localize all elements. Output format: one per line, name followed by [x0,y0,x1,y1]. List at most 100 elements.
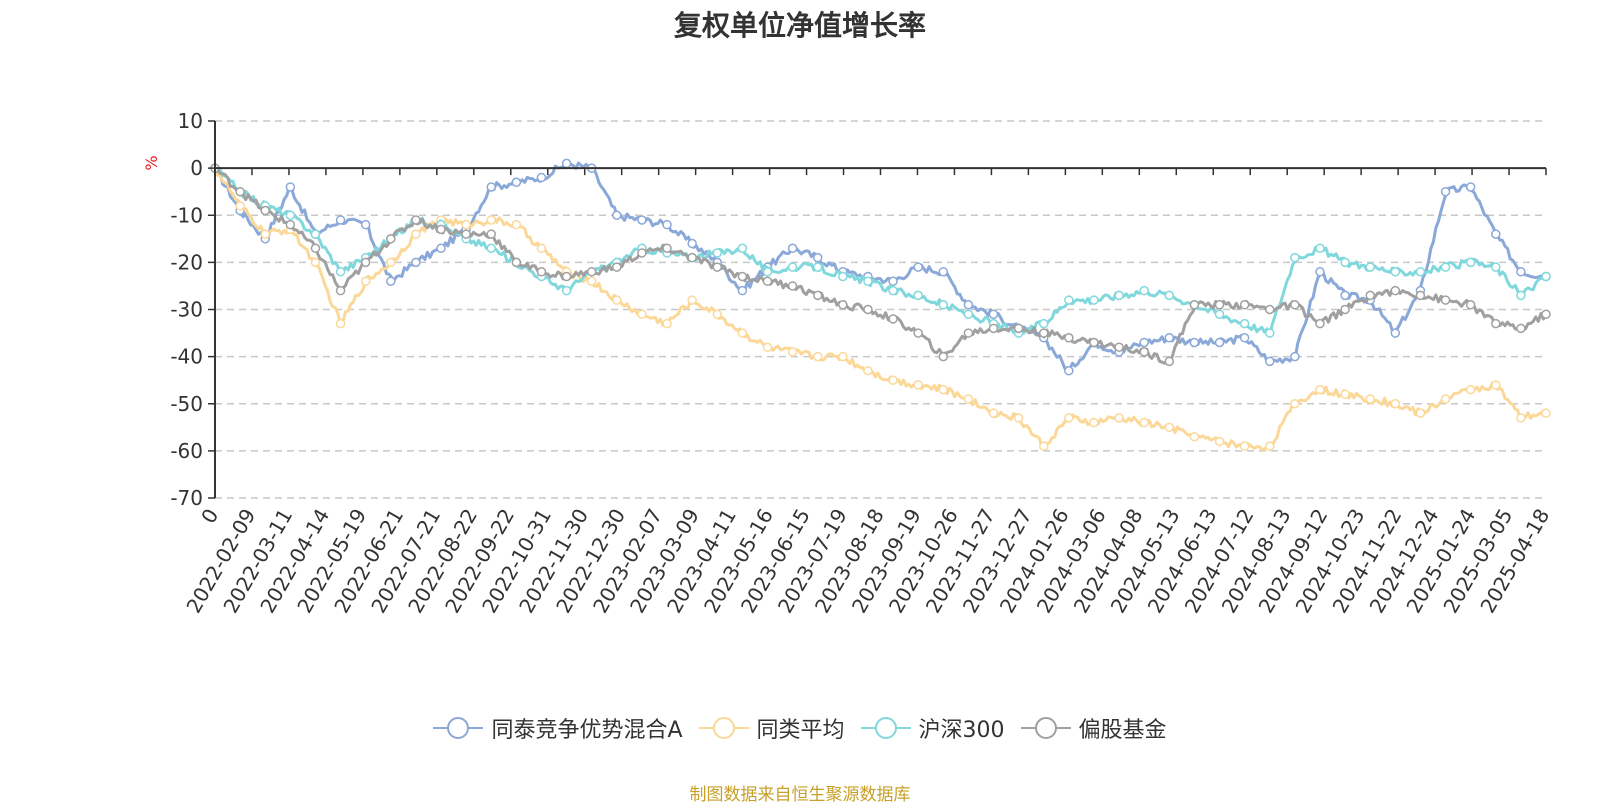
legend: 同泰竞争优势混合A 同类平均 沪深300 偏股基金 [0,712,1600,744]
series-3-point [888,285,898,296]
series-1-point [335,215,346,225]
series-1-point [386,276,396,286]
series-3-point [1541,271,1551,282]
series-1-point [511,177,522,188]
series-3-point [310,229,321,239]
series-1-point [1189,337,1200,348]
y-tick-label: 10 [178,109,203,133]
series-4-point [612,262,622,272]
series-4-point [235,186,245,197]
series-4-point [1089,337,1099,348]
series-1-point [1440,186,1451,197]
series-3-point [1365,262,1375,272]
series-2-point [1491,380,1501,390]
series-2-point [1189,431,1200,442]
series-4-point [486,229,496,239]
series-1-point [1390,328,1401,338]
legend-item-4[interactable]: 偏股基金 [1020,712,1167,744]
series-4-point [637,248,647,258]
series-3-point [1290,252,1300,263]
series-4-point [863,304,873,315]
series-4-point [1365,290,1375,301]
series-4-point [1491,318,1501,329]
series-4-point [712,262,723,272]
series-1-point [1340,290,1350,301]
series-1-point [1491,229,1501,239]
series-2-point [762,342,773,352]
series-2-point [687,295,697,305]
series-4-point [1239,300,1250,310]
series-2-point [536,243,547,253]
series-4-point [1440,295,1451,305]
series-3-point [1415,267,1426,277]
series-1-point [1315,267,1325,277]
series-3-point [1491,262,1501,272]
series-4-point [260,205,270,216]
y-tick-label: -70 [170,486,203,510]
series-3-point [335,267,346,277]
y-tick-label: -60 [170,439,203,463]
series-4-point [1340,304,1350,315]
series-2-point [787,347,798,357]
x-tick-label: 0 [196,505,223,528]
series-2-point [1064,413,1074,423]
legend-label: 同泰竞争优势混合A [491,718,683,743]
series-4-point [310,243,321,253]
y-tick-label: -40 [170,345,203,369]
series-1-point [1064,366,1074,376]
source-note: 制图数据来自恒生聚源数据库 [689,785,911,805]
series-4-point [586,267,597,277]
series-1-point [812,252,823,263]
series-2-point [1214,436,1225,447]
series-4-point [1114,342,1124,352]
series-3-point [812,262,823,272]
series-4-point [436,224,446,235]
series-2-point [712,309,723,319]
series-2-point [1390,399,1401,409]
legend-item-1[interactable]: 同泰竞争优势混合A [433,712,683,744]
chart-title: 复权单位净值增长率 [673,9,926,42]
series-4-point [561,271,572,282]
series-3-point [1038,318,1049,329]
series-3-point [1064,295,1074,305]
series-1-point [486,182,496,192]
series-3-point [486,243,496,253]
series-2-point [1239,441,1250,451]
series-4-point [1465,300,1476,310]
series-2-point [1440,394,1451,404]
series-2-point [612,295,622,305]
y-tick-label: -50 [170,392,203,416]
series-2-point [1114,413,1124,423]
series-2-point [737,328,748,338]
series-1-point [988,309,999,319]
series-1-point [536,172,547,183]
series-4-point [1038,328,1049,338]
series-1-point [737,285,748,296]
series-4-point [812,290,823,301]
legend-item-3[interactable]: 沪深300 [860,712,1005,744]
series-4-point [1064,333,1074,343]
series-1-point [1139,337,1149,348]
series-4-point [461,229,471,239]
series-2-point [1315,384,1325,395]
series-4-point [1516,323,1526,334]
legend-item-2[interactable]: 同类平均 [698,712,845,744]
series-2-point [913,380,923,390]
series-3-point [1440,262,1451,272]
series-3-point [1139,285,1149,296]
series-1-point [436,243,446,253]
series-1-point [285,182,296,192]
series-4-point [335,285,346,296]
series-4-point [762,276,773,286]
y-tick-label: -30 [170,298,203,322]
series-4-point [285,219,296,230]
series-1-point [687,238,697,249]
y-tick-label: 0 [190,156,203,180]
series-2-point [260,229,270,239]
series-3-point [762,267,773,277]
series-1-point [1214,337,1225,348]
series-2-point [235,201,245,211]
series-4-point [360,257,371,268]
series-1-point [1239,333,1250,343]
